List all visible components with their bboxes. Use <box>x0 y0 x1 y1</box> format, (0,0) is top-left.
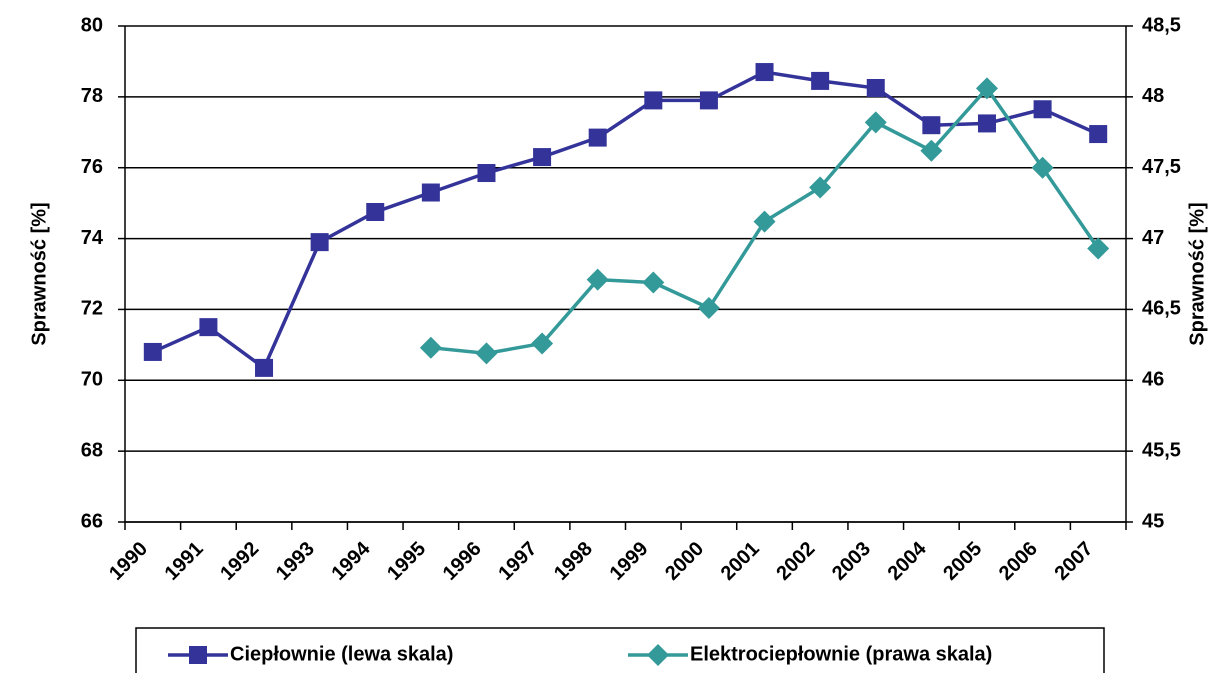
data-point <box>1089 125 1108 144</box>
data-point <box>1087 237 1110 260</box>
x-tick-label: 1996 <box>439 538 486 585</box>
data-point <box>809 176 832 199</box>
data-point <box>644 91 663 110</box>
data-point <box>586 268 609 291</box>
data-point <box>477 164 496 183</box>
x-tick-label: 2001 <box>717 538 764 585</box>
y2-tick-label: 48,5 <box>1142 14 1181 36</box>
data-point <box>697 297 720 320</box>
y2-tick-label: 47 <box>1142 227 1164 249</box>
x-tick-label: 1994 <box>327 537 375 585</box>
data-point <box>1031 156 1054 179</box>
x-tick-label: 1991 <box>161 538 208 585</box>
x-tick-label: 2006 <box>995 538 1042 585</box>
x-tick-label: 1995 <box>383 538 430 585</box>
data-point <box>811 71 830 90</box>
data-point <box>366 203 385 221</box>
x-tick-label: 1997 <box>494 538 541 585</box>
data-point <box>975 77 998 100</box>
data-point <box>922 116 941 135</box>
data-point <box>920 139 943 162</box>
x-tick-label: 1998 <box>550 538 597 585</box>
data-point <box>143 342 162 361</box>
data-point <box>199 318 218 337</box>
x-tick-label: 1992 <box>216 538 263 585</box>
legend-marker <box>647 644 669 666</box>
data-point <box>753 210 776 233</box>
y-tick-label: 72 <box>81 298 103 320</box>
legend-label: Ciepłownie (lewa skala) <box>230 643 453 665</box>
data-point <box>977 114 996 133</box>
data-point <box>475 342 498 365</box>
y-tick-label: 68 <box>81 439 103 461</box>
x-tick-label: 2003 <box>828 538 875 585</box>
y-axis-title: Sprawność [%] <box>28 202 50 345</box>
y2-tick-label: 46 <box>1142 369 1164 391</box>
data-point <box>699 91 718 110</box>
data-point <box>533 148 552 167</box>
data-point <box>864 111 887 134</box>
data-point <box>310 233 329 252</box>
series-line <box>152 70 1099 371</box>
y-tick-label: 74 <box>81 227 104 249</box>
data-point <box>419 336 442 359</box>
x-tick-label: 2005 <box>939 538 986 585</box>
x-tick-label: 1990 <box>105 538 152 585</box>
data-point <box>755 63 774 82</box>
x-tick-label: 1999 <box>606 538 653 585</box>
y2-axis-title: Sprawność [%] <box>1186 202 1208 345</box>
y-tick-label: 66 <box>81 510 103 532</box>
legend-label: Elektrociepłownie (prawa skala) <box>690 643 992 665</box>
y2-tick-label: 45 <box>1142 510 1164 532</box>
data-point <box>1033 100 1052 119</box>
x-tick-label: 2002 <box>772 538 819 585</box>
y2-tick-label: 47,5 <box>1142 156 1181 178</box>
x-tick-label: 2007 <box>1050 538 1097 585</box>
data-point <box>866 79 885 97</box>
y-tick-label: 70 <box>81 369 103 391</box>
y2-tick-label: 48 <box>1142 85 1164 107</box>
legend-box <box>135 627 1105 673</box>
y-tick-label: 78 <box>81 85 103 107</box>
y-tick-label: 76 <box>81 156 103 178</box>
x-tick-label: 2004 <box>884 537 932 585</box>
data-point <box>588 128 607 147</box>
y-tick-label: 80 <box>81 14 103 36</box>
data-point <box>421 183 440 202</box>
x-tick-label: 2000 <box>661 538 708 585</box>
x-tick-label: 1993 <box>272 538 319 585</box>
y2-tick-label: 45,5 <box>1142 439 1181 461</box>
legend-marker <box>189 646 207 664</box>
data-point <box>531 332 554 355</box>
y2-tick-label: 46,5 <box>1142 298 1181 320</box>
data-point <box>642 271 665 294</box>
data-point <box>255 358 274 377</box>
